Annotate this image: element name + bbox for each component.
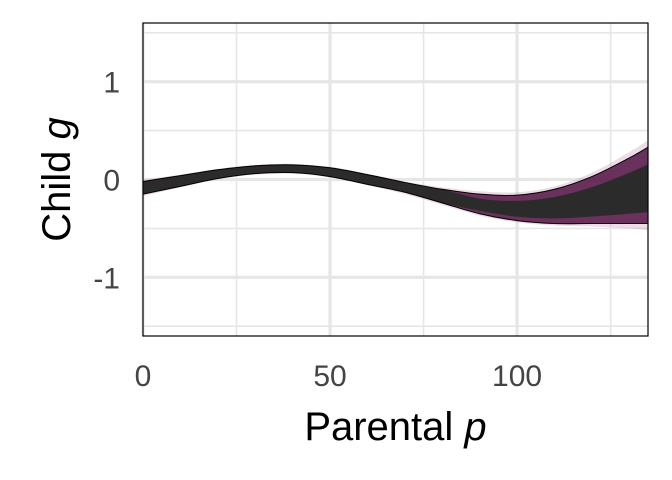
x-tick-label: 100: [492, 360, 542, 393]
y-tick-label: -1: [93, 262, 120, 295]
y-axis-title-prefix: Child: [35, 139, 79, 241]
x-tick-label: 50: [313, 360, 346, 393]
y-tick-label: 1: [103, 67, 120, 100]
uncertainty-band-core: [143, 164, 648, 219]
x-tick-label: 0: [135, 360, 152, 393]
x-axis-title-variable: p: [463, 405, 486, 449]
y-axis-title-variable: g: [35, 117, 79, 139]
band-lower-line: [143, 171, 648, 225]
y-axis-title: Child g: [35, 117, 79, 242]
data-layer: [143, 140, 648, 231]
x-axis-title: Parental p: [304, 405, 486, 449]
y-tick-label: 0: [103, 165, 120, 198]
band-group: [143, 140, 648, 231]
x-axis-title-prefix: Parental: [304, 405, 464, 449]
grid-layer: [141, 23, 648, 336]
band-upper-line: [143, 146, 648, 196]
plot-panel-border: [142, 22, 649, 337]
tick-labels: 0 50 100 -1 0 1: [93, 67, 542, 393]
